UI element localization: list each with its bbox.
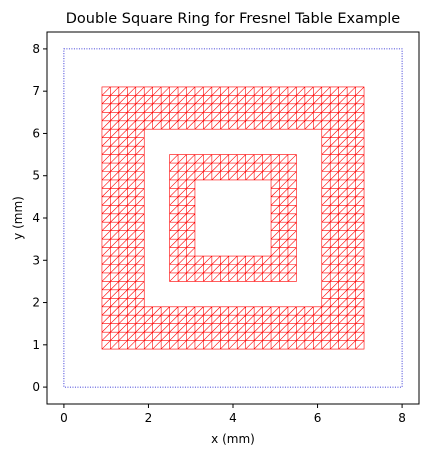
x-axis-ticks: 0 2 4 6 8 [60, 404, 406, 425]
y-tick-label: 5 [32, 169, 40, 183]
y-tick-label: 8 [32, 42, 40, 56]
x-tick-label: 0 [60, 411, 68, 425]
x-axis-label: x (mm) [211, 432, 255, 446]
mesh-ring-2 [169, 154, 297, 282]
y-axis-ticks: 0 1 2 3 4 5 6 7 8 [32, 42, 47, 394]
y-tick-label: 0 [32, 380, 40, 394]
mesh-ring-1 [101, 86, 365, 350]
x-tick-label: 4 [229, 411, 237, 425]
y-tick-label: 1 [32, 338, 40, 352]
y-tick-label: 6 [32, 126, 40, 140]
y-axis-label: y (mm) [11, 196, 25, 240]
x-tick-label: 2 [145, 411, 153, 425]
domain-boundary [63, 48, 403, 388]
x-tick-label: 8 [398, 411, 406, 425]
x-tick-label: 6 [314, 411, 322, 425]
plot-area [46, 31, 420, 405]
y-tick-label: 2 [32, 296, 40, 310]
y-tick-label: 3 [32, 253, 40, 267]
chart-title: Double Square Ring for Fresnel Table Exa… [66, 11, 401, 27]
y-tick-label: 4 [32, 211, 40, 225]
y-tick-label: 7 [32, 84, 40, 98]
mesh-layer [101, 86, 365, 350]
